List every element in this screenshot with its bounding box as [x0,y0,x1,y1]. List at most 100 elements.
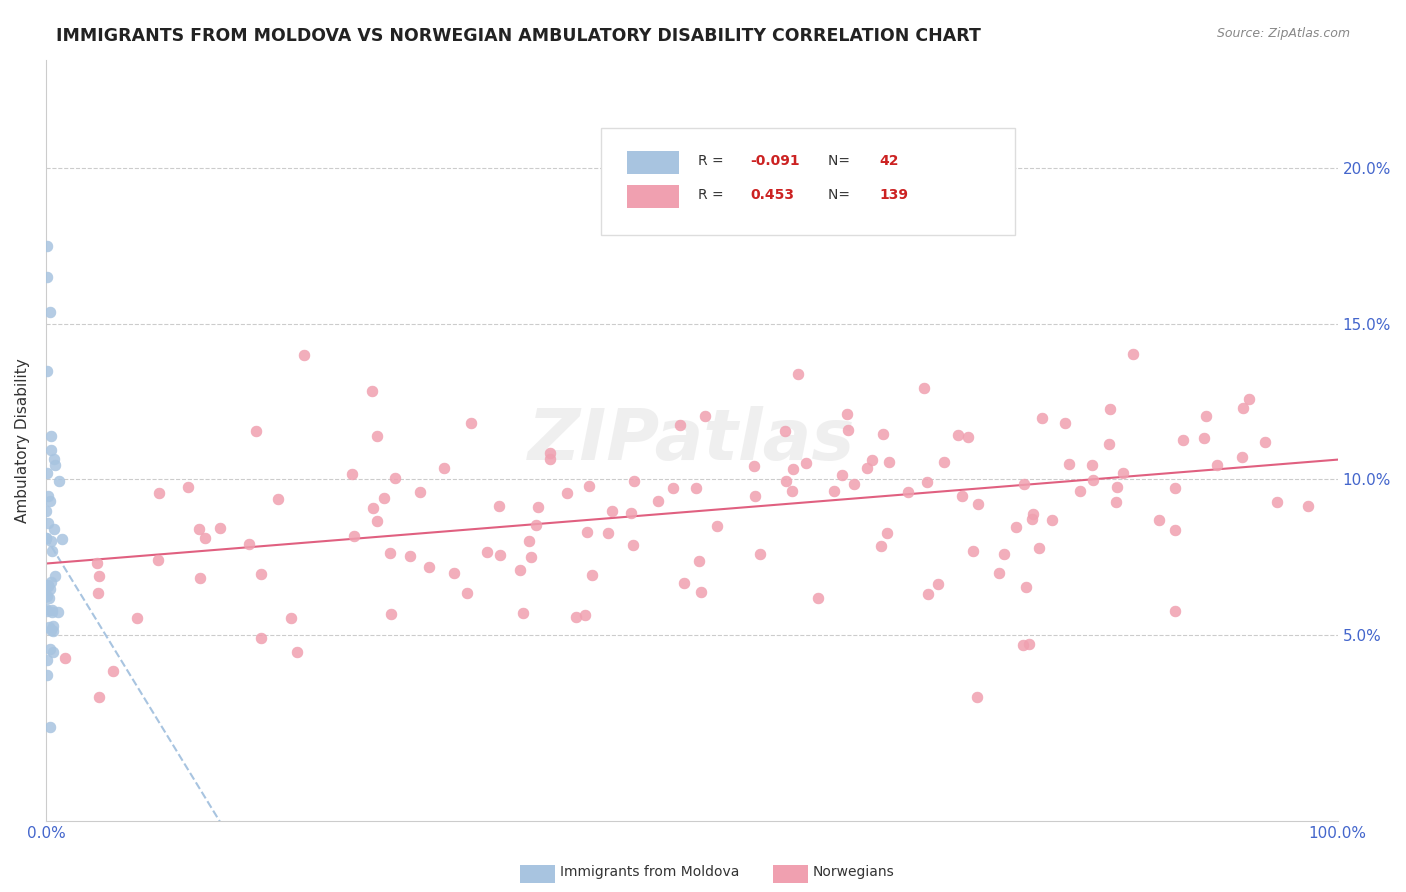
Point [581,567,603,582]
Point [39,305,62,319]
Point [879,455,901,469]
Point [37,604,59,618]
Point [51,532,73,546]
Point [188,571,211,585]
Point [44,458,66,472]
Point [37,579,59,593]
Point [1105,480,1128,494]
Point [672,575,695,590]
Point [876,526,898,541]
Point [38,582,60,596]
Y-axis label: Ambulatory Disability: Ambulatory Disability [15,359,30,523]
Point [380,546,402,560]
Text: N=: N= [828,188,853,202]
Point [1205,458,1227,472]
Point [775,474,797,488]
Point [1005,520,1028,534]
Point [695,409,717,424]
Point [460,416,482,430]
Text: R =: R = [699,188,728,202]
Point [956,430,979,444]
Point [148,486,170,500]
Point [1081,458,1104,473]
Point [993,547,1015,561]
Point [475,544,498,558]
Point [538,446,561,460]
Point [1098,437,1121,451]
Point [623,474,645,488]
Point [53,650,76,665]
Point [1147,514,1170,528]
Point [37,578,59,592]
Point [44,451,66,466]
Point [1031,410,1053,425]
Point [38,620,60,634]
Point [39,534,62,549]
Point [188,522,211,536]
Point [285,645,308,659]
Point [950,489,973,503]
FancyBboxPatch shape [602,128,1015,235]
Point [39,442,62,457]
Point [1018,637,1040,651]
Point [86,586,108,600]
Point [966,497,988,511]
Text: Immigrants from Moldova: Immigrants from Moldova [560,865,740,880]
Point [685,481,707,495]
Point [1164,523,1187,537]
Point [280,611,302,625]
Text: IMMIGRANTS FROM MOLDOVA VS NORWEGIAN AMBULATORY DISABILITY CORRELATION CHART: IMMIGRANTS FROM MOLDOVA VS NORWEGIAN AMB… [56,27,981,45]
Point [782,461,804,475]
Point [1098,402,1121,417]
Point [292,348,315,362]
Point [946,428,969,442]
Point [48,474,70,488]
Point [35,589,58,603]
Point [842,476,865,491]
Point [38,641,60,656]
Point [361,384,384,399]
Point [773,424,796,438]
Point [340,467,363,481]
Point [748,547,770,561]
Point [41,602,63,616]
Point [41,605,63,619]
Point [1254,434,1277,449]
Point [177,479,200,493]
Point [41,624,63,639]
Point [101,665,124,679]
Point [1164,481,1187,495]
Point [1040,513,1063,527]
Point [621,538,644,552]
Point [37,363,59,377]
Point [373,491,395,505]
Point [86,556,108,570]
Text: R =: R = [699,154,728,168]
Point [688,554,710,568]
Point [915,475,938,490]
Point [37,239,59,253]
Text: 139: 139 [879,188,908,202]
Point [574,608,596,623]
Point [1012,476,1035,491]
Point [520,549,543,564]
Text: -0.091: -0.091 [749,154,800,168]
Point [456,586,478,600]
Point [384,471,406,485]
Point [519,534,541,549]
Point [1232,401,1254,416]
Point [37,516,59,530]
Point [1028,541,1050,556]
Point [1122,347,1144,361]
Point [488,549,510,563]
Point [44,568,66,582]
Point [897,485,920,500]
Point [399,549,422,563]
Point [1171,433,1194,447]
Point [860,452,883,467]
Point [787,368,810,382]
Point [366,514,388,528]
Point [366,428,388,442]
Text: 0.453: 0.453 [749,188,794,202]
Point [1057,457,1080,471]
